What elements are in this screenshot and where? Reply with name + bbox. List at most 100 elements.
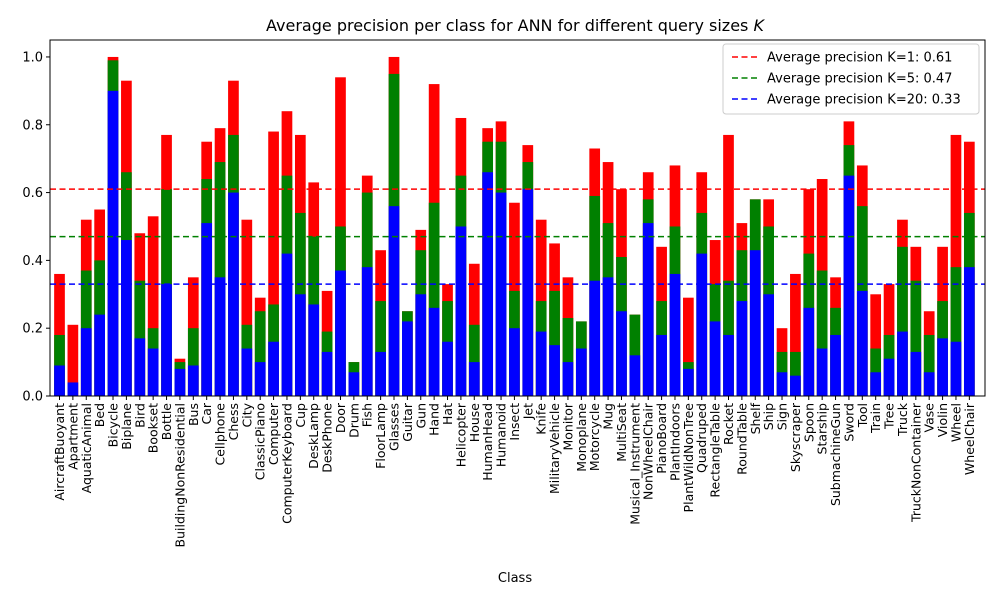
x-tick-label: Shelf <box>748 402 763 434</box>
bar <box>763 294 774 396</box>
x-tick-label: Chess <box>226 403 241 440</box>
x-tick-label: HumanHead <box>480 403 495 481</box>
x-tick-label: Insect <box>507 403 522 441</box>
bar-series-k-20 <box>54 90 975 397</box>
bar <box>468 324 480 396</box>
bar <box>228 192 239 396</box>
bar <box>294 294 306 396</box>
x-tick-label: Quadruped <box>694 403 709 473</box>
bar <box>589 280 601 396</box>
bar <box>723 134 734 396</box>
bar <box>656 334 667 396</box>
x-tick-label: Drum <box>346 403 361 438</box>
bar <box>843 175 855 396</box>
chart-title: Average precision per class for ANN for … <box>266 16 765 35</box>
bar <box>669 273 681 396</box>
bar <box>562 318 574 396</box>
x-tick-label: Spoon <box>801 403 816 442</box>
x-tick-label: Cup <box>293 403 308 428</box>
bar <box>335 270 346 396</box>
x-tick-label: Sign <box>775 403 790 430</box>
x-tick-label: Gun <box>413 403 428 429</box>
bar <box>455 226 467 396</box>
bar <box>870 294 882 396</box>
x-tick-label: BuildingNonResidential <box>172 403 187 547</box>
x-tick-label: RoundTable <box>734 403 749 475</box>
x-tick-label: Biplane <box>119 403 134 450</box>
bar <box>950 341 962 396</box>
y-ticks-layer: 0.0 0.2 0.4 0.6 0.8 1.0 <box>22 50 50 405</box>
x-tick-label: NonWheelChair <box>641 402 656 500</box>
bar <box>54 334 65 396</box>
bar <box>950 267 962 396</box>
bar <box>241 219 253 396</box>
bar <box>549 290 560 396</box>
bar <box>923 334 935 396</box>
legend-entry-label: Average precision K=1: 0.61 <box>767 51 952 66</box>
bar <box>161 284 172 396</box>
bar <box>375 301 386 396</box>
bar <box>897 246 908 396</box>
x-tick-label: Glasses <box>387 403 402 451</box>
bar <box>709 321 721 396</box>
bar <box>562 362 574 396</box>
x-tick-label: Tool <box>855 403 870 428</box>
bar <box>816 270 828 396</box>
x-tick-label: Vase <box>922 403 937 433</box>
bar <box>509 328 520 396</box>
x-tick-label: PianoBoard <box>654 403 669 474</box>
bar <box>428 307 440 396</box>
bar <box>749 250 761 396</box>
x-tick-label: WheelChair <box>962 402 977 475</box>
bar <box>683 297 694 396</box>
bar <box>897 331 908 396</box>
x-tick-label: Hand <box>427 403 442 436</box>
chart-title-text: Average precision per class for ANN for … <box>266 16 753 35</box>
bar <box>776 372 788 396</box>
bar <box>187 328 199 396</box>
bar <box>415 294 427 396</box>
bar <box>268 131 279 397</box>
bar <box>134 338 146 396</box>
x-tick-label: Motorcycle <box>587 403 602 471</box>
bar <box>147 216 159 396</box>
x-tick-label: Fish <box>360 403 375 427</box>
x-tick-label: Hat <box>440 403 455 425</box>
x-tick-label: Helicopter <box>453 402 468 467</box>
bar <box>549 345 560 396</box>
x-tick-label: Monitor <box>560 402 575 450</box>
bar <box>214 277 226 396</box>
bar <box>883 358 895 396</box>
x-tick-label: Bus <box>186 403 201 426</box>
x-tick-label: Car <box>199 402 214 424</box>
x-tick-label: Sword <box>841 403 856 442</box>
x-tick-label: SubmachineGun <box>828 403 843 506</box>
x-tick-label: Wheel <box>948 403 963 442</box>
legend: Average precision K=1: 0.61 Average preci… <box>722 43 980 115</box>
bar <box>723 334 734 396</box>
x-tick-label: Bicycle <box>106 403 121 448</box>
bar <box>254 362 266 396</box>
bar <box>870 372 882 396</box>
x-tick-label: Computer <box>266 402 281 465</box>
bar <box>616 311 627 396</box>
bar <box>495 192 507 396</box>
x-axis-label: Class <box>498 571 532 586</box>
bar <box>963 267 975 396</box>
x-tick-label: PlantWildNonTree <box>681 403 696 513</box>
x-tick-label: Bird <box>132 403 147 428</box>
x-tick-label: TruckNonContainer <box>908 402 923 523</box>
x-tick-label: Skyscraper <box>788 402 803 472</box>
bar <box>281 253 293 396</box>
bar <box>816 348 828 396</box>
bar <box>535 331 547 396</box>
x-tick-label: AircraftBuoyant <box>52 403 67 501</box>
bar <box>241 348 253 396</box>
y-tick-label: 0.2 <box>22 322 43 337</box>
bar <box>321 351 333 396</box>
bar <box>910 351 922 396</box>
bar <box>361 267 373 396</box>
bar <box>856 290 868 396</box>
x-tick-label: RectangleTable <box>708 403 723 498</box>
bar <box>683 368 694 396</box>
